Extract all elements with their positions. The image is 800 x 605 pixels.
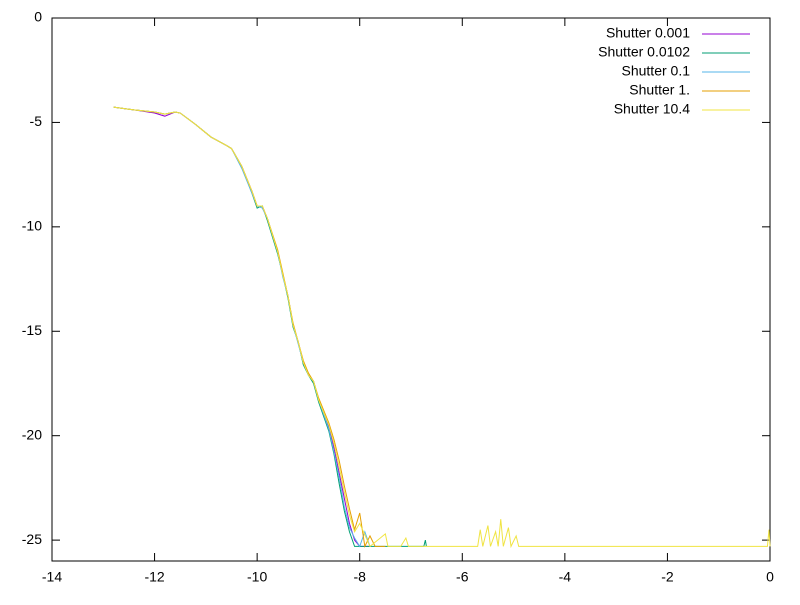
x-tick-label: -12 (144, 569, 164, 585)
legend-label: Shutter 10.4 (614, 101, 690, 117)
x-tick-label: -6 (456, 569, 469, 585)
plot-border (51, 17, 771, 562)
legend-label: Shutter 0.001 (606, 25, 690, 41)
legend-label: Shutter 0.0102 (598, 44, 690, 60)
series-line (113, 106, 386, 549)
x-tick-label: -14 (42, 569, 62, 585)
y-tick-label: -15 (22, 322, 42, 338)
y-tick-label: -5 (30, 113, 43, 129)
series-line (113, 106, 427, 547)
y-tick-label: -10 (22, 218, 42, 234)
y-tick-label: 0 (34, 9, 42, 25)
y-tick-label: -25 (22, 531, 42, 547)
series-line (113, 106, 370, 547)
legend-label: Shutter 1. (629, 82, 690, 98)
x-tick-label: -2 (661, 569, 674, 585)
x-tick-label: -10 (247, 569, 267, 585)
x-tick-label: -8 (353, 569, 366, 585)
y-tick-label: -20 (22, 426, 42, 442)
legend-label: Shutter 0.1 (622, 63, 691, 79)
x-tick-label: 0 (766, 569, 774, 585)
x-tick-label: -4 (559, 569, 572, 585)
series-line (113, 106, 371, 548)
series-line (113, 106, 771, 549)
